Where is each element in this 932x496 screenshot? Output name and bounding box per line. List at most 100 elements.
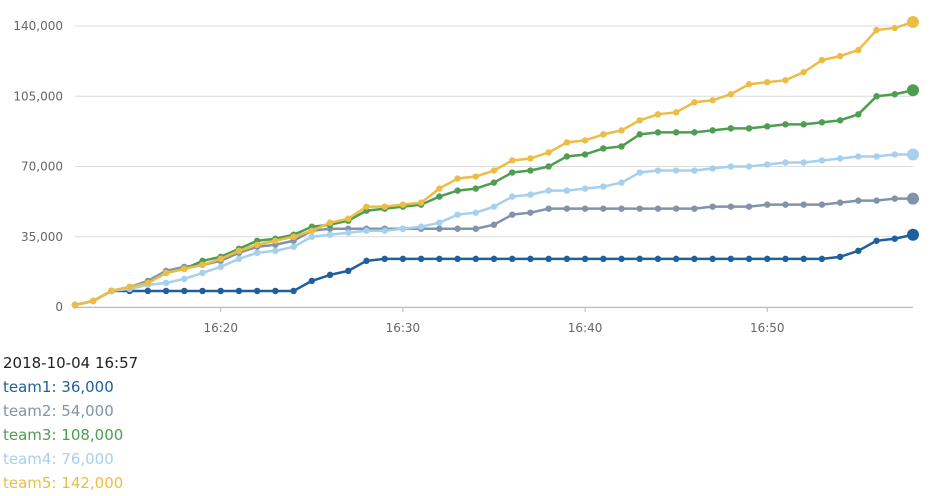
data-point (764, 201, 771, 208)
y-tick-label: 35,000 (21, 230, 63, 244)
data-point (272, 237, 279, 244)
data-point (891, 195, 898, 202)
data-point (217, 263, 224, 271)
data-point (818, 119, 826, 126)
series-team1 (71, 228, 919, 309)
data-point (891, 151, 898, 158)
data-point (855, 153, 862, 160)
legend-entry-team4: team4: 76,000 (3, 450, 114, 468)
data-point (782, 76, 789, 84)
data-point (253, 241, 261, 248)
data-point (345, 229, 352, 236)
data-point (782, 255, 789, 263)
data-point (764, 255, 771, 263)
data-point (326, 271, 334, 279)
data-point (126, 283, 133, 291)
data-point (563, 205, 571, 212)
data-point (563, 255, 571, 263)
data-point (472, 185, 479, 192)
data-point (745, 255, 753, 263)
data-point (454, 211, 461, 218)
data-point (436, 255, 443, 263)
y-tick-label: 140,000 (13, 19, 63, 33)
data-point (782, 159, 789, 166)
data-point (454, 187, 461, 194)
data-point (618, 255, 625, 263)
data-point (545, 187, 552, 194)
data-point (545, 163, 552, 170)
data-point (691, 99, 698, 106)
data-point (745, 125, 753, 132)
data-point (363, 257, 370, 265)
data-point (800, 201, 807, 208)
data-point (691, 167, 698, 174)
data-point (217, 287, 224, 295)
data-point (600, 145, 607, 152)
data-point (509, 193, 516, 200)
data-point (454, 225, 461, 232)
data-point (581, 185, 589, 192)
data-point (363, 203, 370, 210)
data-point (836, 199, 844, 206)
data-point (527, 191, 534, 198)
data-point (436, 193, 443, 200)
data-point (71, 301, 79, 309)
data-point (345, 267, 352, 275)
data-point (636, 131, 643, 138)
data-point (527, 209, 534, 216)
data-point (326, 219, 334, 226)
series-end-point (907, 84, 919, 97)
data-point (800, 68, 807, 76)
data-point (745, 163, 753, 170)
data-point (836, 253, 844, 261)
data-point (199, 261, 206, 269)
data-point (509, 255, 516, 263)
data-point (472, 225, 479, 232)
data-point (235, 247, 243, 254)
series-end-point (907, 148, 919, 161)
data-point (891, 91, 898, 98)
data-point (800, 255, 807, 263)
data-point (709, 127, 716, 134)
y-tick-label: 0 (55, 300, 63, 314)
series-end-point (907, 192, 919, 205)
data-point (162, 269, 170, 277)
data-point (181, 275, 188, 283)
data-point (891, 24, 898, 32)
data-point (672, 167, 680, 174)
data-point (873, 237, 880, 244)
x-tick-label: 16:50 (750, 321, 785, 335)
data-point (672, 129, 680, 136)
data-point (326, 231, 334, 238)
data-point (745, 81, 753, 88)
data-point (308, 277, 316, 285)
data-point (399, 255, 407, 263)
series-end-point (907, 228, 919, 241)
data-point (436, 225, 443, 232)
x-tick-label: 16:20 (203, 321, 238, 335)
series-line-team4 (73, 153, 915, 307)
data-point (490, 203, 498, 210)
data-point (618, 127, 625, 134)
data-point (527, 167, 534, 174)
data-point (272, 247, 279, 254)
data-point (490, 167, 498, 174)
data-point (436, 219, 443, 226)
data-point (290, 243, 297, 250)
data-point (363, 227, 370, 234)
data-point (454, 175, 461, 182)
legend-entry-team2: team2: 54,000 (3, 402, 114, 420)
data-point (581, 205, 589, 212)
data-point (873, 153, 880, 160)
series-line-team1 (73, 233, 915, 307)
data-point (308, 233, 316, 240)
y-axis: 0 35,000 70,000 105,000 140,000 (13, 19, 63, 314)
legend-entry-team1: team1: 36,000 (3, 378, 114, 396)
data-point (527, 155, 534, 162)
data-point (818, 255, 826, 263)
data-point (618, 179, 625, 186)
data-point (527, 255, 534, 263)
data-point (800, 121, 807, 128)
data-point (636, 117, 643, 124)
